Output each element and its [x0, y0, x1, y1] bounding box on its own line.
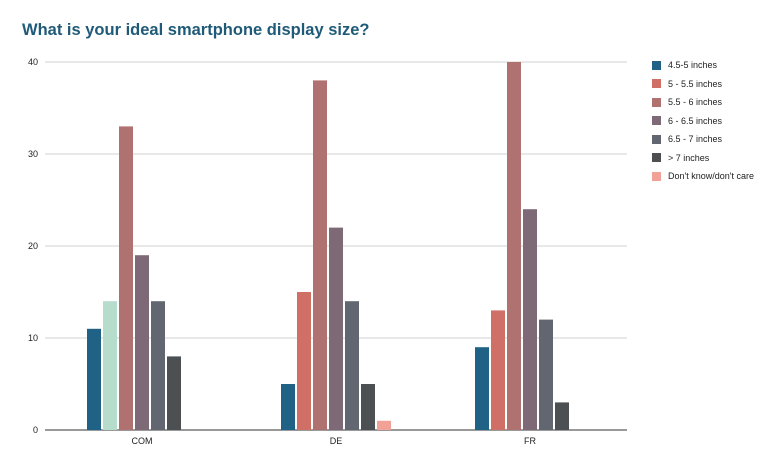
bar-com-series-2	[119, 126, 133, 431]
bar-com-series-5	[167, 356, 181, 430]
x-axis-ticks: COM DE FR	[132, 436, 537, 446]
legend-swatch	[652, 60, 661, 70]
bar-fr-series-2	[507, 62, 521, 430]
y-tick-label: 20	[28, 241, 38, 251]
bar-com-series-4	[151, 301, 165, 430]
legend-swatch	[652, 116, 661, 126]
y-tick-label: 40	[28, 57, 38, 67]
bars	[87, 62, 569, 431]
legend-label: 6.5 - 7 inches	[668, 134, 723, 145]
legend-swatch	[652, 134, 661, 144]
x-tick-label: COM	[132, 436, 153, 446]
bar-fr-series-0	[475, 347, 489, 430]
x-tick-label: DE	[330, 436, 343, 446]
bar-de-series-1	[297, 292, 311, 430]
bar-fr-series-1	[491, 310, 505, 430]
legend-item: > 7 inches	[652, 149, 754, 168]
bar-fr-series-3	[523, 209, 537, 430]
legend-label: > 7 inches	[668, 152, 710, 163]
y-tick-label: 0	[33, 425, 38, 435]
bar-de-series-2	[313, 80, 327, 431]
legend-label: 6 - 6.5 inches	[668, 115, 723, 126]
bar-de-series-6	[377, 420, 391, 430]
legend-item: 6 - 6.5 inches	[652, 112, 754, 131]
y-tick-label: 30	[28, 149, 38, 159]
legend-item: 5 - 5.5 inches	[652, 75, 754, 94]
bar-com-series-1	[103, 301, 117, 430]
legend-swatch	[652, 153, 661, 163]
y-axis-ticks: 0 10 20 30 40	[28, 57, 38, 435]
legend-swatch	[652, 97, 661, 107]
legend-item: 6.5 - 7 inches	[652, 130, 754, 149]
legend: 4.5-5 inches 5 - 5.5 inches 5.5 - 6 inches…	[652, 56, 754, 186]
legend-label: 5 - 5.5 inches	[668, 78, 723, 89]
bar-de-series-0	[281, 384, 295, 430]
bar-com-series-0	[87, 328, 101, 430]
legend-swatch	[652, 79, 661, 89]
legend-label: 5.5 - 6 inches	[668, 97, 723, 108]
bar-fr-series-4	[539, 319, 553, 430]
y-tick-label: 10	[28, 333, 38, 343]
bar-de-series-4	[345, 301, 359, 430]
bar-com-series-3	[135, 255, 149, 430]
bar-fr-series-5	[555, 402, 569, 430]
bar-de-series-3	[329, 227, 343, 430]
chart-title: What is your ideal smartphone display si…	[22, 21, 370, 39]
legend-item: Don't know/don't care	[652, 167, 754, 186]
legend-label: Don't know/don't care	[668, 171, 754, 182]
legend-item: 4.5-5 inches	[652, 56, 754, 75]
legend-swatch	[652, 171, 661, 181]
legend-item: 5.5 - 6 inches	[652, 93, 754, 112]
x-tick-label: FR	[524, 436, 536, 446]
legend-label: 4.5-5 inches	[668, 60, 718, 71]
bar-de-series-5	[361, 384, 375, 430]
